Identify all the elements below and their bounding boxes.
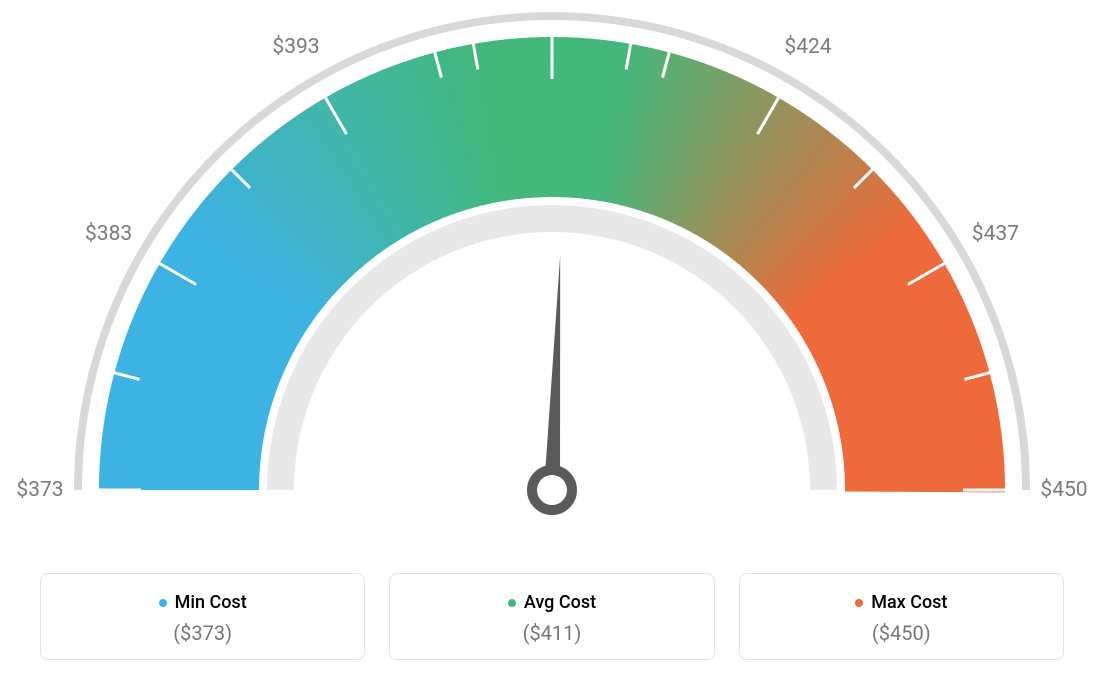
gauge-svg (0, 0, 1104, 560)
gauge-tick-label: $437 (972, 222, 1019, 246)
avg-cost-title: Avg Cost (508, 592, 596, 613)
cost-gauge-chart: $373$383$393$411$424$437$450 Min Cost ($… (0, 0, 1104, 690)
gauge-tick-label: $450 (1040, 478, 1087, 502)
min-cost-label: Min Cost (175, 592, 247, 613)
gauge-tick-label: $373 (16, 478, 63, 502)
avg-dot-icon (508, 599, 516, 607)
gauge-tick-label: $393 (272, 35, 319, 59)
avg-cost-label: Avg Cost (524, 592, 596, 613)
max-cost-value: ($450) (750, 621, 1053, 645)
max-cost-card: Max Cost ($450) (739, 573, 1064, 661)
min-cost-value: ($373) (51, 621, 354, 645)
min-cost-card: Min Cost ($373) (40, 573, 365, 661)
avg-cost-value: ($411) (400, 621, 703, 645)
gauge-tick-label: $424 (784, 35, 831, 59)
min-cost-title: Min Cost (159, 592, 247, 613)
summary-cards: Min Cost ($373) Avg Cost ($411) Max Cost… (40, 573, 1064, 661)
gauge-area: $373$383$393$411$424$437$450 (0, 0, 1104, 560)
avg-cost-card: Avg Cost ($411) (389, 573, 714, 661)
gauge-tick-label: $383 (85, 222, 132, 246)
max-cost-label: Max Cost (871, 592, 947, 613)
min-dot-icon (159, 599, 167, 607)
max-cost-title: Max Cost (855, 592, 947, 613)
max-dot-icon (855, 599, 863, 607)
